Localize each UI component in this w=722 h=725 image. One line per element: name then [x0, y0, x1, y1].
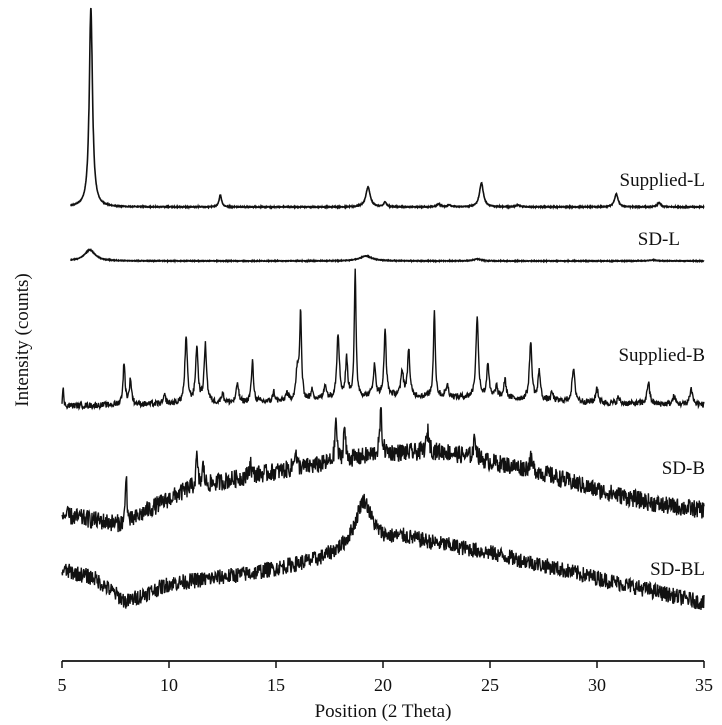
trace-sd-b	[61, 407, 705, 533]
y-axis-title: Intensity (counts)	[12, 273, 33, 407]
x-tick-label: 25	[481, 675, 499, 695]
series-label-supplied-b: Supplied-B	[618, 345, 705, 366]
series-label-supplied-l: Supplied-L	[620, 170, 706, 191]
x-tick-label: 15	[267, 675, 285, 695]
series-label-sd-b: SD-B	[662, 458, 705, 479]
trace-sd-l	[70, 248, 705, 264]
trace-supplied-b	[61, 268, 705, 411]
x-tick-label: 10	[160, 675, 178, 695]
x-tick-label: 5	[58, 675, 67, 695]
trace-sd-bl	[61, 493, 705, 610]
series-label-sd-bl: SD-BL	[650, 559, 705, 580]
series-label-sd-l: SD-L	[638, 229, 680, 250]
x-tick-label: 35	[695, 675, 713, 695]
x-axis-title: Position (2 Theta)	[315, 701, 452, 722]
x-tick-label: 30	[588, 675, 606, 695]
trace-supplied-l	[70, 7, 705, 211]
x-tick-label: 20	[374, 675, 392, 695]
